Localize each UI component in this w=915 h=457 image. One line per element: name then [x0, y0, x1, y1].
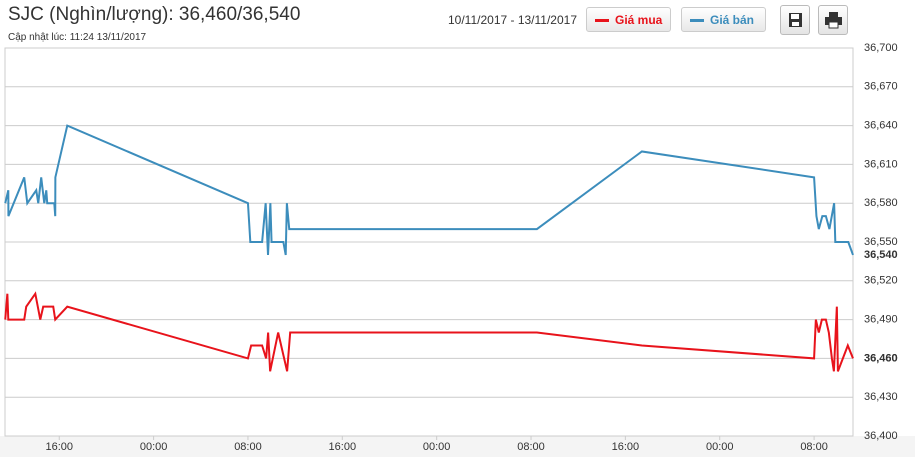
y-tick-label: 36,580 — [864, 197, 898, 209]
current-price-label: 36,540 — [864, 249, 898, 261]
price-line — [4, 291, 854, 372]
y-tick-label: 36,610 — [864, 158, 898, 170]
y-tick-label: 36,430 — [864, 391, 898, 403]
y-tick-label: 36,640 — [864, 120, 898, 132]
x-tick-label: 16:00 — [45, 441, 73, 453]
y-tick-label: 36,490 — [864, 314, 898, 326]
date-range: 10/11/2017 - 13/11/2017 — [448, 13, 577, 27]
x-tick-label: 08:00 — [517, 441, 545, 453]
x-tick-label: 00:00 — [423, 441, 451, 453]
legend-swatch — [595, 19, 609, 23]
y-tick-label: 36,670 — [864, 81, 898, 93]
y-tick-label: 36,550 — [864, 236, 898, 248]
legend-buy[interactable]: Giá mua — [586, 7, 671, 32]
y-tick-label: 36,700 — [864, 42, 898, 54]
x-tick-label: 08:00 — [800, 441, 828, 453]
save-button[interactable] — [780, 5, 810, 35]
save-icon — [789, 13, 802, 27]
print-button[interactable] — [818, 5, 848, 35]
x-axis-band — [0, 436, 915, 457]
y-tick-label: 36,400 — [864, 430, 898, 442]
y-tick-label: 36,520 — [864, 275, 898, 287]
legend-swatch — [690, 19, 704, 23]
legend-label: Giá mua — [615, 13, 663, 27]
x-tick-label: 00:00 — [140, 441, 168, 453]
y-tick-label: 36,460 — [864, 352, 898, 364]
x-tick-label: 08:00 — [234, 441, 262, 453]
legend-label: Giá bán — [710, 13, 755, 27]
print-icon — [825, 12, 842, 29]
update-time: Cập nhật lúc: 11:24 13/11/2017 — [8, 32, 147, 43]
current-price-label: 36,460 — [864, 352, 898, 364]
x-tick-label: 16:00 — [612, 441, 640, 453]
chart-title: SJC (Nghìn/lượng): 36,460/36,540 — [8, 4, 301, 25]
price-line — [4, 124, 854, 256]
x-tick-label: 16:00 — [329, 441, 357, 453]
x-tick-label: 00:00 — [706, 441, 734, 453]
legend-sell[interactable]: Giá bán — [681, 7, 766, 32]
